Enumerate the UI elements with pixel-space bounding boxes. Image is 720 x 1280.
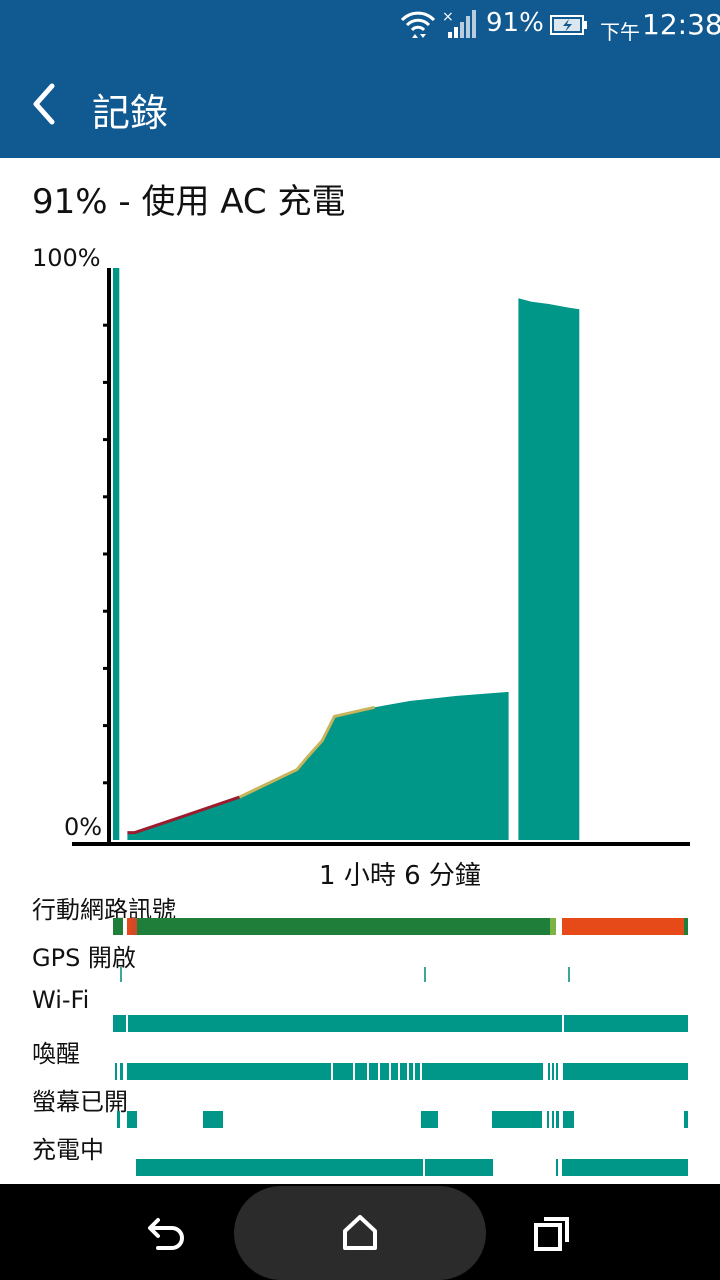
wifi-icon (400, 11, 436, 38)
battery-area-segment-1 (127, 691, 509, 840)
track-bar-charging (136, 1159, 688, 1176)
signal-icon: × (442, 9, 476, 38)
battery-charging-icon (550, 15, 587, 35)
back-button[interactable] (26, 80, 66, 130)
home-icon (343, 1215, 377, 1250)
track-label-screen-on: 螢幕已開 (32, 1088, 128, 1116)
page-title: 記錄 (92, 91, 169, 135)
status-time: 12:38 (642, 8, 720, 41)
chart-duration-label: 1 小時 6 分鐘 (319, 861, 481, 891)
app-bar: 記錄 (0, 52, 720, 158)
track-bar-mobile-signal (113, 918, 688, 935)
track-label-gps: GPS 開啟 (32, 944, 136, 972)
time-prefix: 下午 (600, 20, 640, 44)
chart-area-group (113, 268, 580, 840)
home-button[interactable] (234, 1186, 486, 1280)
track-bar-wifi (113, 1015, 688, 1032)
track-bar-screen-on (117, 1111, 688, 1128)
track-bar-awake (115, 1063, 688, 1080)
battery-percent: 91% (486, 8, 544, 38)
battery-area-segment-0 (113, 268, 120, 840)
trend-line-mid (238, 705, 375, 799)
trend-line-low (127, 795, 240, 835)
battery-level-chart: 100% 0% (32, 244, 690, 846)
track-label-charging: 充電中 (32, 1136, 104, 1164)
track-bar-gps (120, 967, 570, 982)
svg-text:×: × (442, 9, 454, 25)
timeline-bars (113, 918, 688, 1176)
track-label-awake: 喚醒 (32, 1040, 80, 1068)
back-arrow-icon[interactable] (146, 1212, 190, 1252)
chevron-left-icon (33, 83, 55, 125)
recent-apps-icon[interactable] (532, 1214, 572, 1254)
track-label-wifi: Wi-Fi (32, 986, 90, 1014)
y-label-bottom: 0% (64, 813, 102, 841)
battery-status-headline: 91% - 使用 AC 充電 (32, 182, 346, 222)
battery-area-segment-2 (518, 298, 580, 840)
y-label-top: 100% (32, 244, 101, 272)
status-bar: × 91% 下午 12:38 (0, 0, 720, 52)
